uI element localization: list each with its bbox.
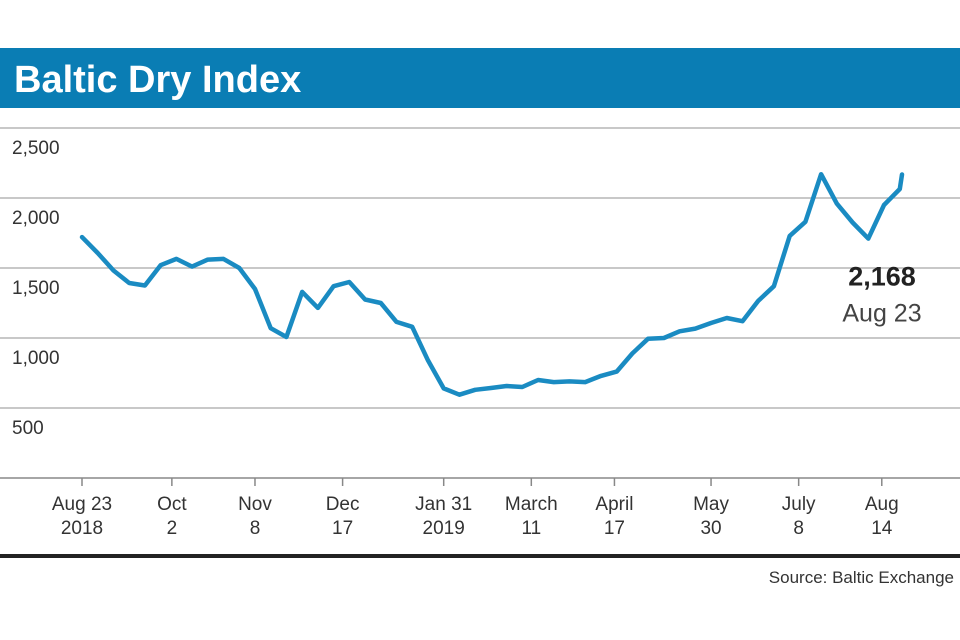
x-tick-label: May — [693, 494, 729, 515]
x-tick-label: 11 — [521, 518, 541, 539]
x-tick-label: Aug — [865, 494, 899, 515]
y-tick-label: 1,500 — [12, 278, 60, 299]
x-tick-label: 17 — [604, 518, 625, 539]
x-tick-label: Jan 31 — [415, 494, 472, 515]
x-tick-label: 8 — [250, 518, 261, 539]
y-tick-label: 2,000 — [12, 208, 60, 229]
bottom-rule — [0, 554, 960, 558]
y-tick-label: 2,500 — [12, 138, 60, 159]
value-label: 2,168 — [848, 261, 916, 291]
x-tick-label: July — [782, 494, 816, 515]
x-tick-label: April — [595, 494, 633, 515]
data-line — [79, 171, 905, 397]
x-tick-label: 2019 — [423, 518, 465, 539]
x-tick-label: 17 — [332, 518, 353, 539]
y-tick-label: 500 — [12, 418, 44, 439]
x-tick-label: Nov — [238, 494, 272, 515]
y-tick-label: 1,000 — [12, 348, 60, 369]
source: Source: Baltic Exchange — [769, 568, 954, 587]
value-date-label: Aug 23 — [842, 299, 921, 327]
x-tick-label: Aug 23 — [52, 494, 112, 515]
x-tick-label: March — [505, 494, 558, 515]
x-tick-label: 14 — [871, 518, 893, 539]
chart-title: Baltic Dry Index — [14, 59, 301, 101]
x-tick-label: 8 — [793, 518, 804, 539]
x-tick-label: 2018 — [61, 518, 103, 539]
x-tick-label: 30 — [700, 518, 721, 539]
x-tick-label: Oct — [157, 494, 187, 515]
title-bar — [0, 48, 960, 108]
x-tick-label: 2 — [167, 518, 178, 539]
x-tick-label: Dec — [326, 494, 360, 515]
